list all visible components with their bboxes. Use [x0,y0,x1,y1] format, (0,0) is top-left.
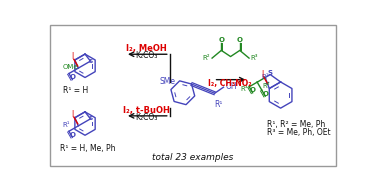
Text: R¹: R¹ [214,100,222,109]
Text: I₂, CH₃NO₂: I₂, CH₃NO₂ [208,79,251,88]
Text: O: O [262,91,268,97]
Text: R²: R² [262,83,270,88]
Text: I: I [261,70,264,79]
Text: I: I [71,52,74,61]
Text: R²: R² [203,55,210,61]
Text: S: S [88,59,92,64]
Text: R³: R³ [251,55,258,61]
Text: R¹: R¹ [62,122,70,128]
Text: I: I [71,110,74,119]
Text: R³: R³ [241,86,248,92]
Text: OH: OH [226,82,238,91]
Text: O: O [69,132,75,138]
Text: R³ = Me, Ph, OEt: R³ = Me, Ph, OEt [267,128,330,137]
Text: K₂CO₃: K₂CO₃ [135,113,158,122]
Text: O: O [250,88,256,94]
Text: R¹ = H, Me, Ph: R¹ = H, Me, Ph [60,143,116,153]
Text: SMe: SMe [160,77,176,87]
Text: O: O [218,37,224,43]
Text: O: O [69,74,75,80]
Text: R¹, R² = Me, Ph: R¹, R² = Me, Ph [267,120,325,129]
Text: I₂, MeOH: I₂, MeOH [126,44,167,53]
Text: R¹: R¹ [262,74,269,80]
Text: K₂CO₃: K₂CO₃ [135,51,158,60]
Text: OMe: OMe [62,64,78,70]
Text: O: O [237,37,243,43]
Text: S: S [88,116,92,121]
Text: I₂, t-BuOH: I₂, t-BuOH [123,106,170,115]
Text: S: S [267,70,272,76]
Text: total 23 examples: total 23 examples [152,153,233,162]
Text: R¹ = H: R¹ = H [63,86,89,95]
